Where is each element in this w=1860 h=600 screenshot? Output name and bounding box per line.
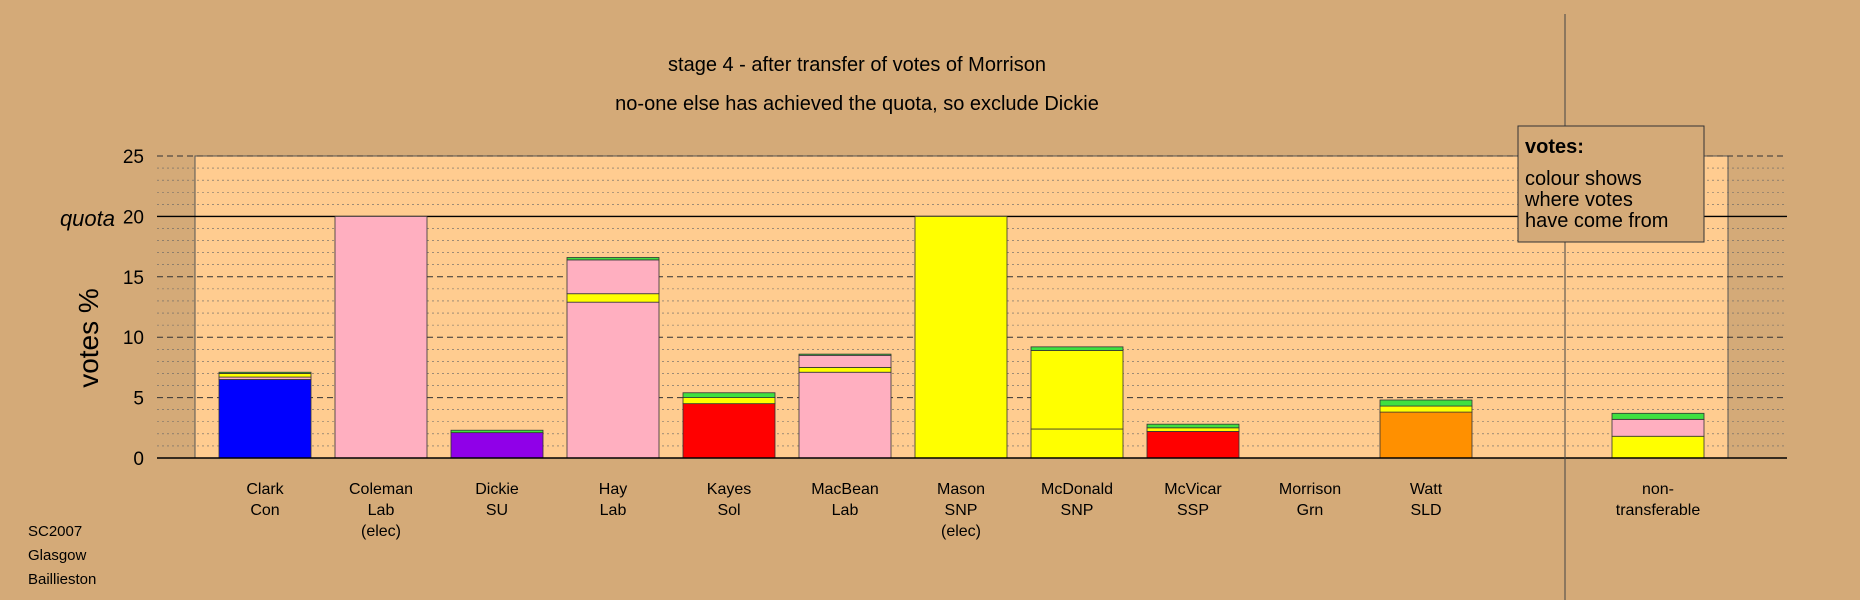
- bar-segment-dickie-su: [450, 432, 544, 459]
- bar-segment-mcdonald-snp: [1030, 428, 1124, 459]
- bar-segment-mcdonald-snp: [1030, 350, 1124, 430]
- category-label: Morrison: [1279, 481, 1341, 498]
- category-label: Sol: [717, 502, 740, 519]
- y-axis-label: votes %: [73, 288, 104, 388]
- category-label: SNP: [1061, 502, 1094, 519]
- bar-segment-non-lab: [1611, 418, 1705, 437]
- chart-title: stage 4 - after transfer of votes of Mor…: [668, 54, 1046, 76]
- category-label: Hay: [599, 481, 627, 498]
- bar-segment-coleman-lab: [334, 215, 428, 459]
- category-label: Lab: [600, 502, 627, 519]
- category-label: McDonald: [1041, 481, 1113, 498]
- bar-segment-non-snp: [1611, 435, 1705, 459]
- bar-segment-hay-snp: [566, 293, 660, 303]
- legend-line-3: have come from: [1525, 210, 1668, 232]
- bar-segment-kayes-grn: [682, 392, 776, 399]
- bar-segment-hay-grn: [566, 257, 660, 261]
- category-label: Mason: [937, 481, 985, 498]
- bar-segment-macbean-lab: [798, 371, 892, 459]
- bar-segment-macbean-grn: [798, 353, 892, 356]
- bar-segment-clark-snp: [218, 373, 312, 378]
- bar-segment-hay-lab: [566, 301, 660, 459]
- category-label: Con: [250, 502, 279, 519]
- category-label: Grn: [1297, 502, 1324, 519]
- category-label: transferable: [1616, 502, 1701, 519]
- category-label: Lab: [832, 502, 859, 519]
- quota-label: quota: [60, 206, 115, 231]
- y-tick-label: 5: [133, 389, 144, 410]
- bar-segment-mason-snp: [914, 215, 1008, 459]
- y-tick-label: 15: [123, 268, 144, 289]
- bar-segment-mcvicar-ssp: [1146, 431, 1240, 459]
- legend-line-1: colour shows: [1525, 168, 1642, 190]
- category-label: MacBean: [811, 481, 879, 498]
- category-label: (elec): [941, 523, 981, 540]
- bar-segment-mcvicar-grn: [1146, 423, 1240, 429]
- category-label: Kayes: [707, 481, 751, 498]
- bar-segment-kayes-snp: [682, 397, 776, 405]
- y-tick-label: 20: [123, 207, 144, 228]
- legend-line-2: where votes: [1524, 189, 1633, 211]
- category-label: SNP: [945, 502, 978, 519]
- bar-segment-clark-con: [218, 379, 312, 459]
- category-label: (elec): [361, 523, 401, 540]
- bar-segment-macbean-snp: [798, 366, 892, 373]
- bar-segment-macbean-lab: [798, 354, 892, 368]
- bar-segment-mcdonald-grn: [1030, 346, 1124, 351]
- category-label: Clark: [246, 481, 284, 498]
- source-note-line-2: Glasgow: [28, 547, 87, 564]
- category-label: SLD: [1410, 502, 1441, 519]
- category-label: SSP: [1177, 502, 1209, 519]
- legend-title: votes:: [1525, 136, 1584, 158]
- category-label: McVicar: [1164, 481, 1222, 498]
- bar-segment-kayes-sol: [682, 403, 776, 459]
- category-label: Watt: [1410, 481, 1443, 498]
- category-label: SU: [486, 502, 508, 519]
- bar-segment-watt-grn: [1379, 399, 1473, 407]
- y-tick-label: 0: [133, 449, 144, 470]
- y-tick-label: 25: [123, 147, 144, 168]
- bar-segment-mcvicar-snp: [1146, 427, 1240, 432]
- y-tick-label: 10: [123, 328, 144, 349]
- source-note-line-3: Baillieston: [28, 571, 96, 588]
- bar-segment-watt-sld: [1379, 411, 1473, 459]
- chart-subtitle: no-one else has achieved the quota, so e…: [615, 93, 1099, 115]
- bar-segment-clark-grn: [218, 371, 312, 374]
- category-label: Lab: [368, 502, 395, 519]
- source-note-line-1: SC2007: [28, 523, 82, 540]
- bar-segment-dickie-grn: [450, 429, 544, 434]
- bar-segment-watt-snp: [1379, 405, 1473, 413]
- category-label: Coleman: [349, 481, 413, 498]
- bar-segment-non-grn: [1611, 412, 1705, 420]
- bar-segment-hay-lab: [566, 259, 660, 295]
- legend-box: votes: colour shows where votes have com…: [1517, 125, 1705, 243]
- category-label: Dickie: [475, 481, 519, 498]
- category-label: non-: [1642, 481, 1674, 498]
